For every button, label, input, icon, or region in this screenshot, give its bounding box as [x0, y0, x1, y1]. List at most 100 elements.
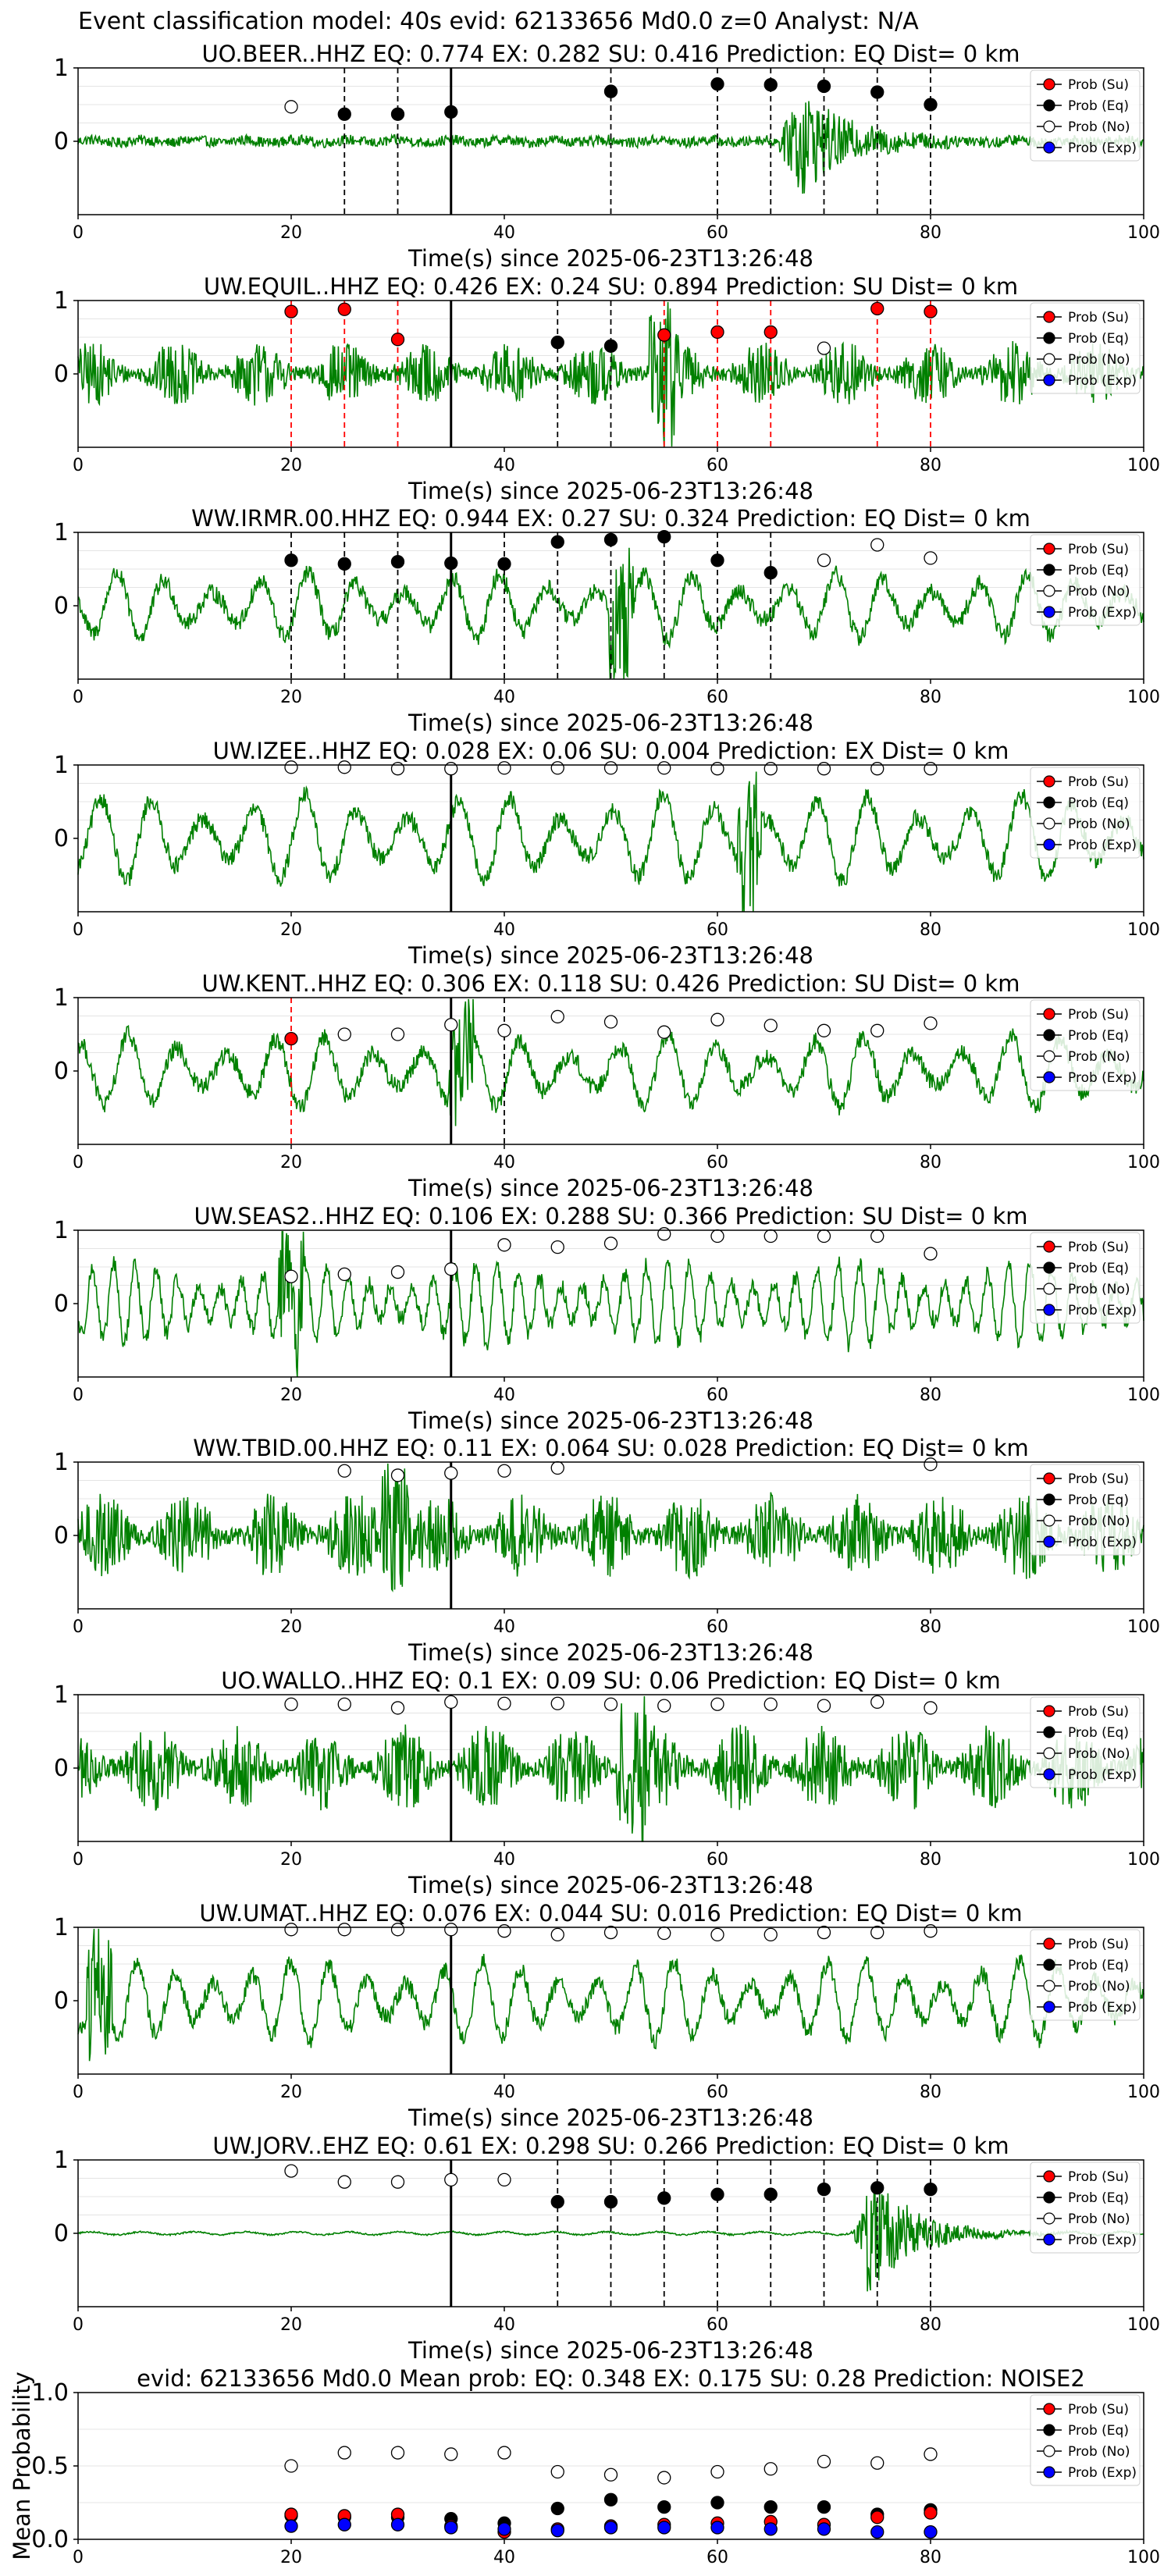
- prob-marker-no: [497, 1464, 511, 1478]
- x-axis-label: Time(s) since 2025-06-23T13:26:48: [408, 245, 813, 272]
- x-tick-label: 0: [73, 1617, 84, 1637]
- legend-marker-eq: [1043, 1029, 1055, 1041]
- prob-marker-no: [444, 1923, 458, 1937]
- prob-marker-exp: [710, 2521, 724, 2535]
- legend-label: Prob (Exp): [1068, 373, 1137, 389]
- y-tick-label: 0: [54, 825, 69, 852]
- prob-marker-no: [390, 1265, 405, 1279]
- prob-marker-no: [550, 1927, 564, 1942]
- prob-marker-no: [550, 1696, 564, 1710]
- legend-marker-exp: [1043, 1304, 1055, 1316]
- seismic-waveform: [77, 1928, 1144, 2062]
- prob-marker-no: [444, 1466, 458, 1480]
- prob-marker-no: [337, 1464, 351, 1478]
- prob-marker-su: [284, 1031, 298, 1046]
- x-tick-label: 0: [73, 456, 84, 475]
- prob-marker-no: [710, 762, 724, 776]
- prob-marker-no: [497, 2446, 511, 2460]
- x-tick-label: 40: [493, 2083, 515, 2102]
- y-tick-label: 1: [54, 1681, 69, 1709]
- y-tick-label: 1: [54, 2147, 69, 2174]
- legend-label: Prob (Exp): [1068, 605, 1137, 621]
- x-tick-label: 40: [493, 2315, 515, 2335]
- legend-marker-exp: [1043, 2001, 1055, 2013]
- prob-marker-no: [390, 762, 405, 776]
- prob-marker-su: [284, 304, 298, 318]
- x-axis-label: Time(s) since 2025-06-23T13:26:48: [408, 478, 813, 504]
- prob-marker-eq: [550, 2194, 564, 2209]
- prob-marker-eq: [817, 2182, 831, 2197]
- prob-marker-no: [284, 760, 298, 774]
- legend-label: Prob (No): [1068, 1746, 1130, 1762]
- legend-marker-exp: [1043, 374, 1055, 386]
- prob-marker-no: [497, 2172, 511, 2187]
- prob-marker-no: [497, 1924, 511, 1938]
- prob-marker-no: [924, 2447, 938, 2461]
- y-tick-label: 0: [54, 592, 69, 620]
- prob-marker-eq: [763, 2187, 778, 2201]
- x-tick-label: 100: [1127, 920, 1160, 940]
- prob-marker-no: [444, 1262, 458, 1276]
- prob-marker-no: [763, 1229, 778, 1244]
- x-axis-label: Time(s) since 2025-06-23T13:26:48: [408, 2105, 813, 2131]
- x-tick-label: 80: [920, 1153, 941, 1172]
- prob-marker-no: [390, 1468, 405, 1482]
- prob-marker-eq: [870, 85, 884, 99]
- prob-marker-eq: [603, 84, 618, 98]
- legend-marker-exp: [1043, 2233, 1055, 2246]
- panel-7: 0 20 40 60 80 100 0 1 WW.TBID.00.HHZ EQ: 0.11 EX…: [54, 1435, 1160, 1666]
- legend-marker-su: [1043, 1008, 1055, 1020]
- prob-marker-no: [924, 1924, 938, 1938]
- x-tick-label: 100: [1127, 2548, 1160, 2567]
- legend-label: Prob (Exp): [1068, 2465, 1137, 2481]
- legend-label: Prob (Eq): [1068, 2190, 1129, 2206]
- prob-marker-no: [550, 1009, 564, 1024]
- legend-marker-no: [1043, 585, 1055, 597]
- legend-marker-su: [1043, 1937, 1055, 1950]
- x-tick-label: 80: [920, 2083, 941, 2102]
- legend-box: [1030, 1232, 1141, 1324]
- prob-marker-no: [710, 1697, 724, 1711]
- seismic-waveform: [77, 1695, 1144, 1842]
- prob-marker-eq: [710, 77, 724, 91]
- prob-marker-eq: [817, 2500, 831, 2514]
- prob-marker-eq: [550, 335, 564, 350]
- legend-marker-su: [1043, 311, 1055, 323]
- prob-marker-eq: [444, 105, 458, 119]
- legend-marker-su: [1043, 2170, 1055, 2183]
- legend-label: Prob (No): [1068, 119, 1130, 135]
- x-tick-label: 100: [1127, 2315, 1160, 2335]
- legend-label: Prob (Exp): [1068, 838, 1137, 853]
- y-tick-label: 0: [54, 1755, 69, 1782]
- legend-label: Prob (No): [1068, 584, 1130, 600]
- legend-marker-eq: [1043, 332, 1055, 344]
- prob-marker-exp: [657, 2521, 671, 2535]
- prob-marker-no: [337, 1027, 351, 1041]
- panel-title: UW.IZEE..HHZ EQ: 0.028 EX: 0.06 SU: 0.00…: [213, 738, 1009, 764]
- y-tick-label: 1: [54, 55, 69, 82]
- prob-marker-eq: [657, 2500, 671, 2514]
- prob-marker-su: [284, 2507, 298, 2521]
- panel-title: UW.KENT..HHZ EQ: 0.306 EX: 0.118 SU: 0.4…: [202, 970, 1020, 997]
- prob-marker-no: [284, 100, 298, 114]
- prob-marker-eq: [444, 556, 458, 571]
- legend-label: Prob (Exp): [1068, 1535, 1137, 1550]
- x-tick-label: 0: [73, 2083, 84, 2102]
- prob-marker-eq: [337, 107, 351, 121]
- legend-box: [1030, 2161, 1141, 2254]
- legend-label: Prob (Eq): [1068, 98, 1129, 114]
- plot-area: [78, 765, 1144, 912]
- prob-marker-no: [550, 1240, 564, 1254]
- prob-marker-no: [550, 1461, 564, 1475]
- y-tick-label: 0: [54, 2220, 69, 2247]
- prob-marker-no: [444, 2447, 458, 2461]
- x-tick-label: 80: [920, 1850, 941, 1870]
- legend-marker-eq: [1043, 1261, 1055, 1274]
- prob-marker-no: [817, 553, 831, 568]
- prob-marker-no: [870, 1925, 884, 1940]
- legend-label: Prob (Exp): [1068, 141, 1137, 156]
- legend-marker-exp: [1043, 1535, 1055, 1548]
- prob-marker-no: [817, 1699, 831, 1713]
- prob-marker-eq: [817, 79, 831, 94]
